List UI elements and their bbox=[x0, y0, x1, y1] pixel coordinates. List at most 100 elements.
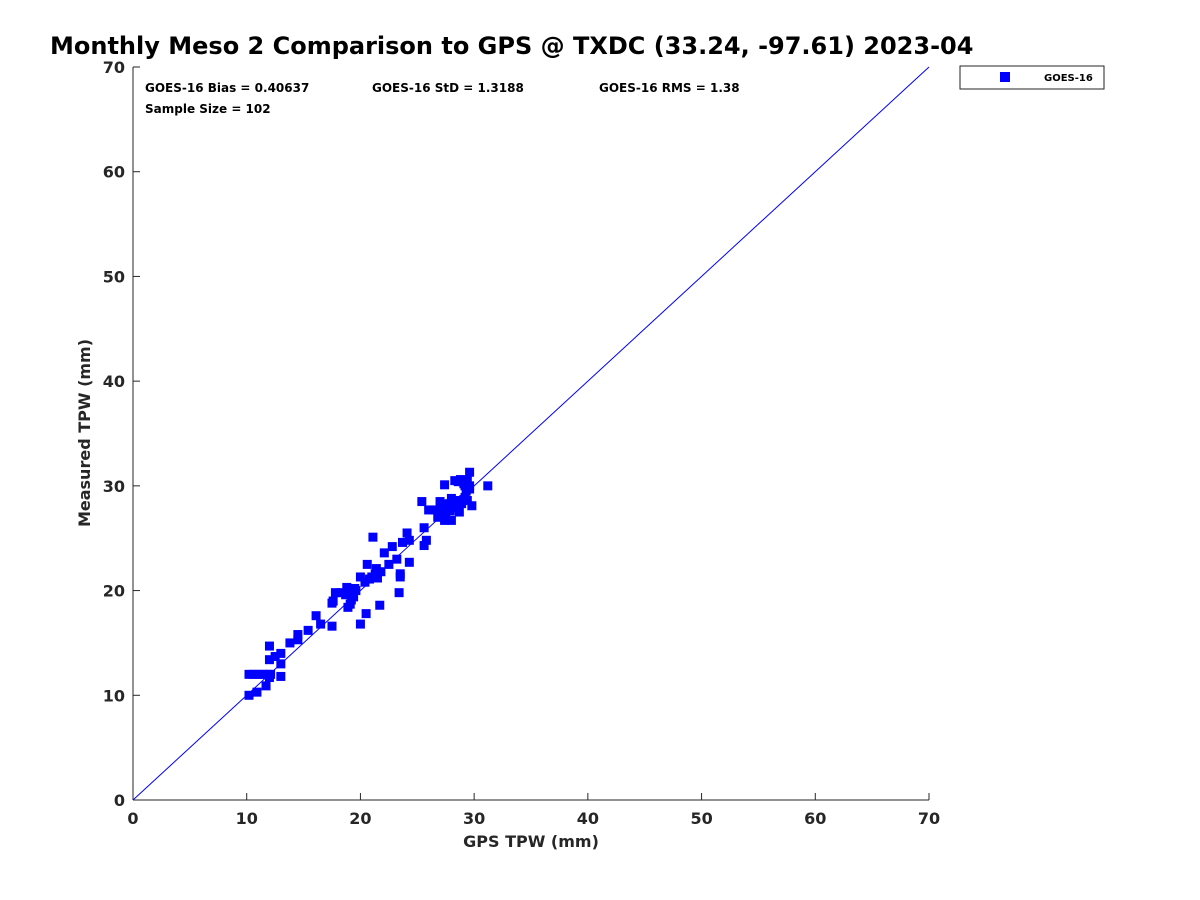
data-point bbox=[434, 508, 444, 518]
data-point bbox=[440, 515, 450, 525]
y-tick-label: 40 bbox=[103, 372, 125, 391]
x-tick-label: 30 bbox=[463, 809, 485, 828]
chart-title: Monthly Meso 2 Comparison to GPS @ TXDC … bbox=[50, 32, 973, 60]
data-point bbox=[276, 648, 286, 658]
data-point bbox=[395, 569, 405, 579]
x-tick-label: 10 bbox=[236, 809, 258, 828]
data-point bbox=[276, 659, 286, 669]
x-tick-label: 40 bbox=[577, 809, 599, 828]
x-tick-label: 70 bbox=[918, 809, 940, 828]
data-point bbox=[270, 652, 280, 662]
data-point bbox=[387, 542, 397, 552]
data-point bbox=[264, 641, 274, 651]
y-tick-label: 20 bbox=[103, 582, 125, 601]
data-point bbox=[379, 548, 389, 558]
data-point bbox=[445, 506, 455, 516]
data-point bbox=[446, 515, 456, 525]
data-point bbox=[266, 669, 276, 679]
data-point bbox=[244, 669, 254, 679]
data-point bbox=[253, 669, 263, 679]
data-point bbox=[462, 476, 472, 486]
data-point bbox=[460, 481, 470, 491]
data-point bbox=[404, 535, 414, 545]
data-point bbox=[394, 588, 404, 598]
data-point bbox=[467, 501, 477, 511]
data-point bbox=[316, 619, 326, 629]
std-stat-label: GOES-16 StD = 1.3188 bbox=[372, 81, 524, 95]
data-point bbox=[376, 567, 386, 577]
data-point bbox=[429, 505, 439, 515]
x-axis-ticks: 0 10 20 30 40 50 60 70 bbox=[127, 793, 940, 828]
legend-marker-square-icon bbox=[1000, 72, 1010, 82]
data-point bbox=[384, 559, 394, 569]
data-point bbox=[252, 687, 262, 697]
sample-size-label: Sample Size = 102 bbox=[145, 102, 271, 116]
y-tick-label: 70 bbox=[103, 58, 125, 77]
data-point bbox=[419, 541, 429, 551]
data-point bbox=[293, 630, 303, 640]
data-point bbox=[368, 532, 378, 542]
data-point bbox=[276, 671, 286, 681]
y-tick-label: 10 bbox=[103, 686, 125, 705]
plot-area: 0 10 20 30 40 50 60 70 0 10 20 30 40 50 60 70 bbox=[103, 58, 940, 828]
data-point bbox=[440, 480, 450, 490]
data-point bbox=[450, 503, 460, 513]
data-point bbox=[285, 638, 295, 648]
data-point bbox=[372, 573, 382, 583]
data-point bbox=[421, 535, 431, 545]
y-tick-label: 0 bbox=[114, 791, 125, 810]
legend-label: GOES-16 bbox=[1044, 73, 1093, 84]
data-point bbox=[349, 592, 359, 602]
data-point bbox=[451, 496, 461, 506]
legend: GOES-16 bbox=[959, 65, 1105, 90]
data-point bbox=[264, 655, 274, 665]
data-point bbox=[462, 496, 472, 506]
data-point bbox=[483, 481, 493, 491]
data-point bbox=[371, 564, 381, 574]
data-point bbox=[311, 611, 321, 621]
data-point bbox=[375, 600, 385, 610]
y-tick-label: 50 bbox=[103, 267, 125, 286]
data-point bbox=[404, 557, 414, 567]
data-point bbox=[392, 554, 402, 564]
x-tick-label: 20 bbox=[349, 809, 371, 828]
data-point bbox=[249, 669, 259, 679]
data-point bbox=[344, 587, 354, 597]
rms-stat-label: GOES-16 RMS = 1.38 bbox=[599, 81, 740, 95]
data-point bbox=[244, 690, 254, 700]
data-point bbox=[446, 493, 456, 503]
data-point bbox=[328, 596, 338, 606]
data-point bbox=[417, 497, 427, 507]
data-point bbox=[330, 588, 340, 598]
data-point bbox=[398, 537, 408, 547]
y-axis-label: Measured TPW (mm) bbox=[75, 339, 94, 527]
y-tick-label: 60 bbox=[103, 163, 125, 182]
y-tick-label: 30 bbox=[103, 477, 125, 496]
data-point bbox=[361, 609, 371, 619]
data-point bbox=[258, 669, 268, 679]
y-axis-ticks: 0 10 20 30 40 50 60 70 bbox=[103, 58, 140, 810]
x-axis-label: GPS TPW (mm) bbox=[463, 832, 599, 851]
data-point bbox=[424, 505, 434, 515]
x-tick-label: 60 bbox=[804, 809, 826, 828]
data-point bbox=[444, 499, 454, 509]
data-point bbox=[327, 621, 337, 631]
data-point bbox=[351, 586, 361, 596]
data-point bbox=[437, 502, 447, 512]
data-point bbox=[261, 681, 271, 691]
bias-stat-label: GOES-16 Bias = 0.40637 bbox=[145, 81, 309, 95]
data-point bbox=[419, 523, 429, 533]
data-point bbox=[402, 528, 412, 538]
x-tick-label: 0 bbox=[127, 809, 138, 828]
x-tick-label: 50 bbox=[690, 809, 712, 828]
data-point bbox=[355, 619, 365, 629]
legend-box bbox=[959, 65, 1105, 90]
data-point bbox=[355, 572, 365, 582]
data-point bbox=[303, 625, 313, 635]
data-points bbox=[244, 467, 493, 700]
data-point bbox=[293, 635, 303, 645]
data-point bbox=[465, 484, 475, 494]
data-point bbox=[336, 588, 346, 598]
